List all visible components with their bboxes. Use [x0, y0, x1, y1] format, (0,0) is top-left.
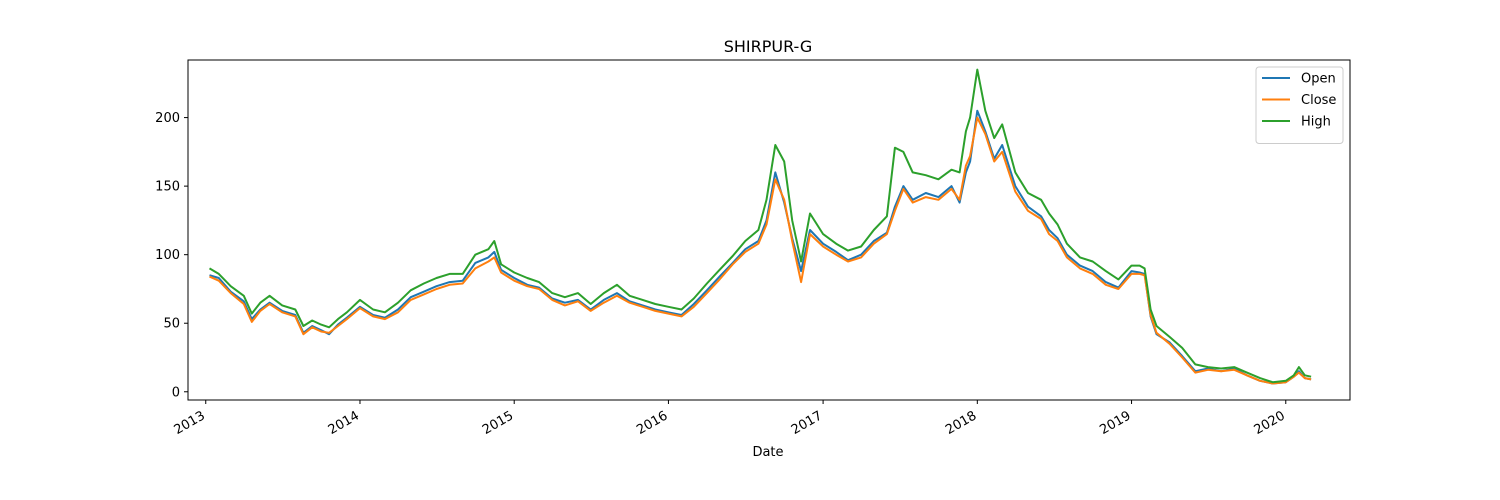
y-axis: 0 50 100 150 200 — [155, 111, 188, 400]
chart-title: SHIRPUR-G — [724, 37, 813, 56]
series-layer — [208, 68, 1312, 385]
y-tick-label: 100 — [155, 248, 180, 263]
legend-box — [1255, 66, 1344, 144]
legend-label-high: High — [1301, 115, 1331, 130]
series-line-high — [208, 68, 1312, 384]
series-line-close — [209, 116, 1312, 385]
y-tick-label: 150 — [155, 180, 180, 195]
legend-label-open: Open — [1301, 72, 1336, 87]
y-tick-label: 50 — [163, 317, 180, 332]
legend: Open Close High — [1255, 66, 1344, 144]
y-tick-label: 0 — [172, 385, 180, 400]
legend-label-close: Close — [1301, 93, 1336, 108]
plot-frame — [187, 59, 1351, 401]
x-axis-label: Date — [752, 445, 783, 460]
y-tick-label: 200 — [155, 111, 180, 126]
